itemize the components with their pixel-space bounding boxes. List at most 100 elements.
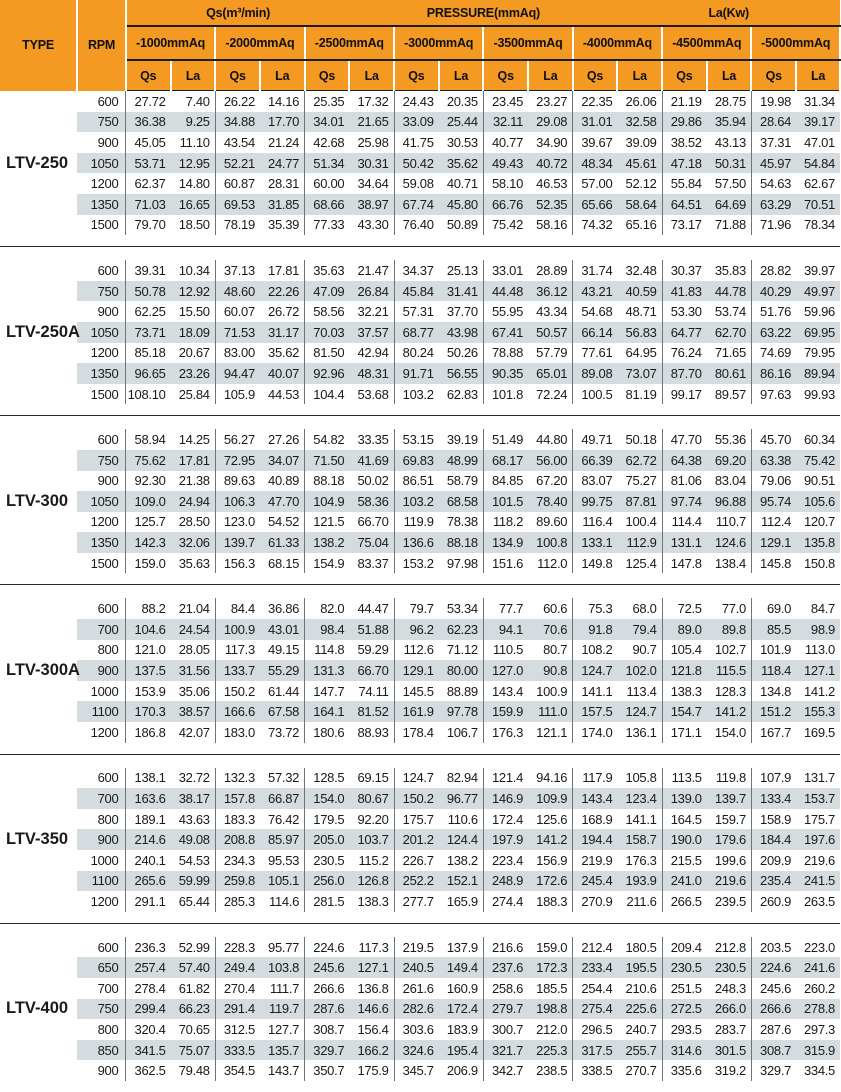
- cell-la-3: 80.67: [349, 788, 395, 809]
- cell-la-8: 79.95: [796, 342, 840, 364]
- cell-qs-8: 63.22: [750, 321, 797, 343]
- cell-la-3: 88.93: [349, 722, 395, 743]
- cell-la-2: 105.1: [259, 870, 305, 892]
- table-row: 1350 96.65 23.26 94.47 40.07 92.96 48.31 91.71 5…: [0, 363, 840, 384]
- section-bottom-pad-cell: [0, 573, 840, 585]
- cell-la-5: 159.0: [528, 936, 573, 958]
- cell-qs-3: 154.9: [304, 552, 350, 574]
- cell-qs-6: 100.5: [572, 383, 618, 405]
- cell-la-8: 49.97: [796, 280, 840, 302]
- cell-qs-1: 159.0: [125, 552, 171, 574]
- cell-la-6: 123.4: [617, 788, 663, 809]
- cell-la-3: 146.6: [349, 998, 395, 1020]
- table-row: 750 75.62 17.81 72.95 34.07 71.50 41.69 69.83 48…: [0, 449, 840, 471]
- cell-qs-2: 183.0: [214, 722, 260, 743]
- table-row: 800 189.1 43.63 183.3 76.42 179.5 92.20 175.7 11…: [0, 808, 840, 830]
- cell-la-3: 21.47: [349, 260, 395, 281]
- cell-qs-2: 312.5: [214, 1019, 260, 1040]
- cell-la-6: 45.61: [617, 152, 663, 174]
- cell-la-4: 172.4: [438, 998, 484, 1020]
- cell-qs-3: 34.01: [304, 111, 350, 133]
- cell-la-1: 23.26: [170, 363, 216, 384]
- cell-qs-5: 68.17: [482, 449, 529, 471]
- cell-la-5: 198.8: [528, 998, 573, 1020]
- cell-qs-4: 80.24: [393, 342, 439, 364]
- cell-qs-5: 66.76: [482, 193, 529, 215]
- cell-la-7: 119.8: [706, 767, 752, 789]
- header-leaf-qs-7: Qs: [661, 60, 708, 91]
- cell-la-5: 156.9: [528, 850, 573, 871]
- cell-la-8: 241.5: [796, 870, 840, 892]
- cell-qs-2: 156.3: [214, 552, 260, 574]
- cell-la-4: 88.18: [438, 532, 484, 553]
- cell-qs-1: 45.05: [125, 132, 171, 153]
- cell-la-8: 241.6: [796, 957, 840, 978]
- cell-la-1: 18.09: [170, 321, 216, 343]
- cell-la-6: 210.6: [617, 977, 663, 999]
- cell-qs-3: 88.18: [304, 470, 350, 492]
- cell-la-1: 7.40: [170, 91, 216, 112]
- cell-la-7: 71.65: [706, 342, 752, 364]
- cell-la-3: 127.1: [349, 957, 395, 978]
- cell-qs-5: 49.43: [482, 152, 529, 174]
- cell-la-4: 78.38: [438, 511, 484, 533]
- cell-la-2: 111.7: [259, 977, 305, 999]
- cell-la-6: 87.81: [617, 491, 663, 512]
- cell-qs-8: 184.4: [750, 829, 797, 850]
- cell-la-7: 44.78: [706, 280, 752, 302]
- cell-qs-7: 99.17: [661, 383, 707, 405]
- table-row: 1500 79.70 18.50 78.19 35.39 77.33 43.30 76.40 5…: [0, 214, 840, 236]
- cell-la-4: 106.7: [438, 722, 484, 743]
- cell-qs-8: 74.69: [750, 342, 797, 364]
- cell-la-1: 32.06: [170, 532, 216, 553]
- row-rpm-value: 1200: [77, 891, 126, 912]
- cell-qs-4: 345.7: [393, 1060, 439, 1081]
- cell-la-6: 255.7: [617, 1039, 663, 1061]
- cell-la-4: 68.58: [438, 491, 484, 512]
- cell-la-7: 64.69: [706, 193, 752, 215]
- cell-qs-6: 141.1: [572, 680, 618, 702]
- cell-qs-7: 64.77: [661, 321, 707, 343]
- cell-la-6: 225.6: [617, 998, 663, 1020]
- cell-qs-5: 216.6: [482, 936, 529, 958]
- header-pressure-col-1: -1000mmAq: [124, 26, 217, 61]
- cell-la-1: 14.25: [170, 429, 216, 450]
- cell-qs-2: 94.47: [214, 363, 260, 384]
- cell-qs-4: 240.5: [393, 957, 439, 978]
- cell-qs-5: 118.2: [482, 511, 529, 533]
- cell-la-1: 57.40: [170, 957, 216, 978]
- row-rpm-value: 1000: [77, 680, 126, 702]
- cell-qs-6: 43.21: [572, 280, 618, 302]
- cell-qs-7: 139.0: [661, 788, 707, 809]
- cell-qs-2: 259.8: [214, 870, 260, 892]
- cell-qs-8: 45.97: [750, 152, 797, 174]
- cell-la-8: 278.8: [796, 998, 840, 1020]
- cell-qs-6: 49.71: [572, 429, 618, 450]
- cell-qs-4: 219.5: [393, 936, 439, 958]
- cell-qs-3: 60.00: [304, 173, 350, 194]
- cell-qs-6: 338.5: [572, 1060, 618, 1081]
- cell-qs-7: 335.6: [661, 1060, 707, 1081]
- cell-qs-1: 163.6: [125, 788, 171, 809]
- cell-la-5: 100.8: [528, 532, 573, 553]
- cell-qs-6: 143.4: [572, 788, 618, 809]
- cell-qs-7: 53.30: [661, 301, 707, 322]
- cell-la-3: 83.37: [349, 552, 395, 574]
- cell-la-3: 48.31: [349, 363, 395, 384]
- cell-la-3: 115.2: [349, 850, 395, 871]
- table-row: 900 362.5 79.48 354.5 143.7 350.7 175.9 345.7 20…: [0, 1060, 840, 1081]
- row-rpm-value: 600: [77, 429, 126, 450]
- cell-qs-4: 103.2: [393, 491, 439, 512]
- row-rpm-value: 1000: [77, 850, 126, 871]
- row-rpm-value: 850: [77, 1039, 126, 1061]
- table-header: TYPE RPM Qs(m³/min) PRESSURE(mmAq) La(Kw…: [0, 0, 841, 91]
- cell-la-1: 10.34: [170, 260, 216, 281]
- cell-la-2: 17.81: [259, 260, 305, 281]
- table-row: 1100 265.6 59.99 259.8 105.1 256.0 126.8 252.2 1…: [0, 870, 840, 892]
- cell-la-3: 30.31: [349, 152, 395, 174]
- row-rpm-value: 600: [77, 936, 126, 958]
- cell-la-6: 50.18: [617, 429, 663, 450]
- cell-qs-1: 92.30: [125, 470, 171, 492]
- cell-qs-4: 24.43: [393, 91, 439, 112]
- cell-qs-6: 219.9: [572, 850, 618, 871]
